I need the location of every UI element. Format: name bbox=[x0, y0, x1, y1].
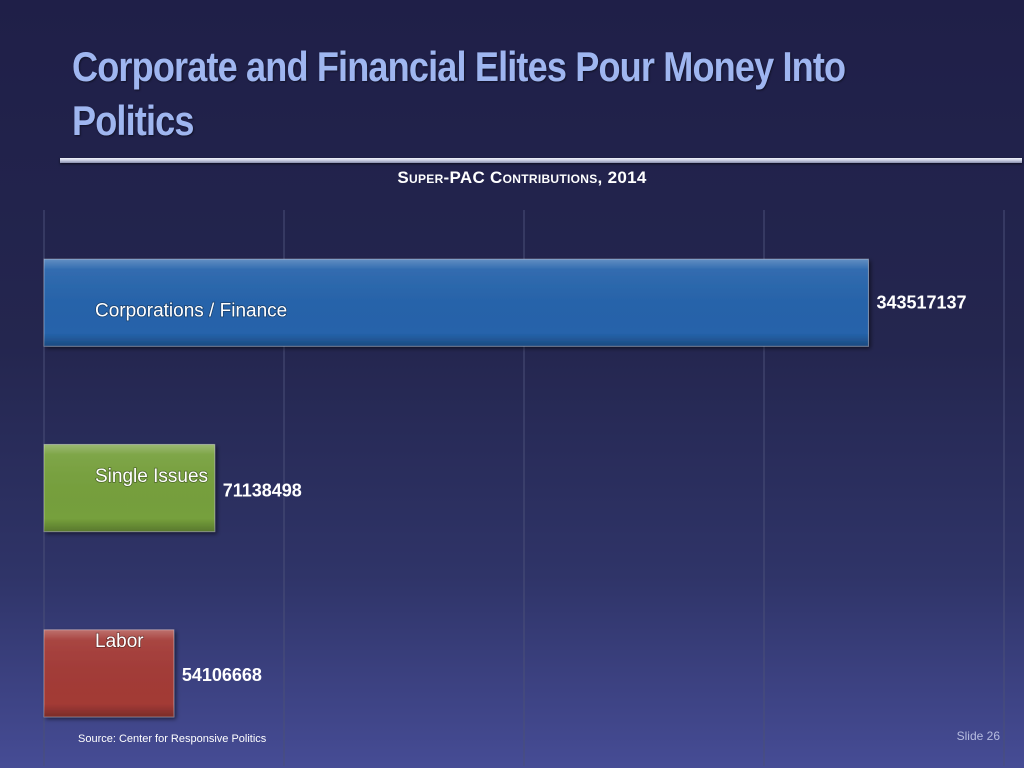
bar-sheen bbox=[44, 444, 215, 532]
chart-title: Super-PAC Contributions, 2014 bbox=[397, 168, 647, 187]
category-label-labor: Labor bbox=[95, 631, 144, 652]
bar-sheen bbox=[44, 629, 174, 717]
bar-sheen bbox=[44, 259, 869, 347]
title-divider bbox=[60, 158, 1022, 163]
source-note: Source: Center for Responsive Politics bbox=[78, 733, 267, 745]
slide-number: Slide 26 bbox=[956, 729, 1000, 743]
value-label-single-issues: 71138498 bbox=[223, 481, 302, 501]
slide-title: Corporate and Financial Elites Pour Mone… bbox=[72, 43, 846, 144]
value-label-corporations-finance: 343517137 bbox=[876, 293, 966, 313]
category-label-single-issues: Single Issues bbox=[95, 466, 208, 487]
value-label-labor: 54106668 bbox=[182, 665, 262, 685]
category-label-corporations-finance: Corporations / Finance bbox=[95, 301, 287, 322]
